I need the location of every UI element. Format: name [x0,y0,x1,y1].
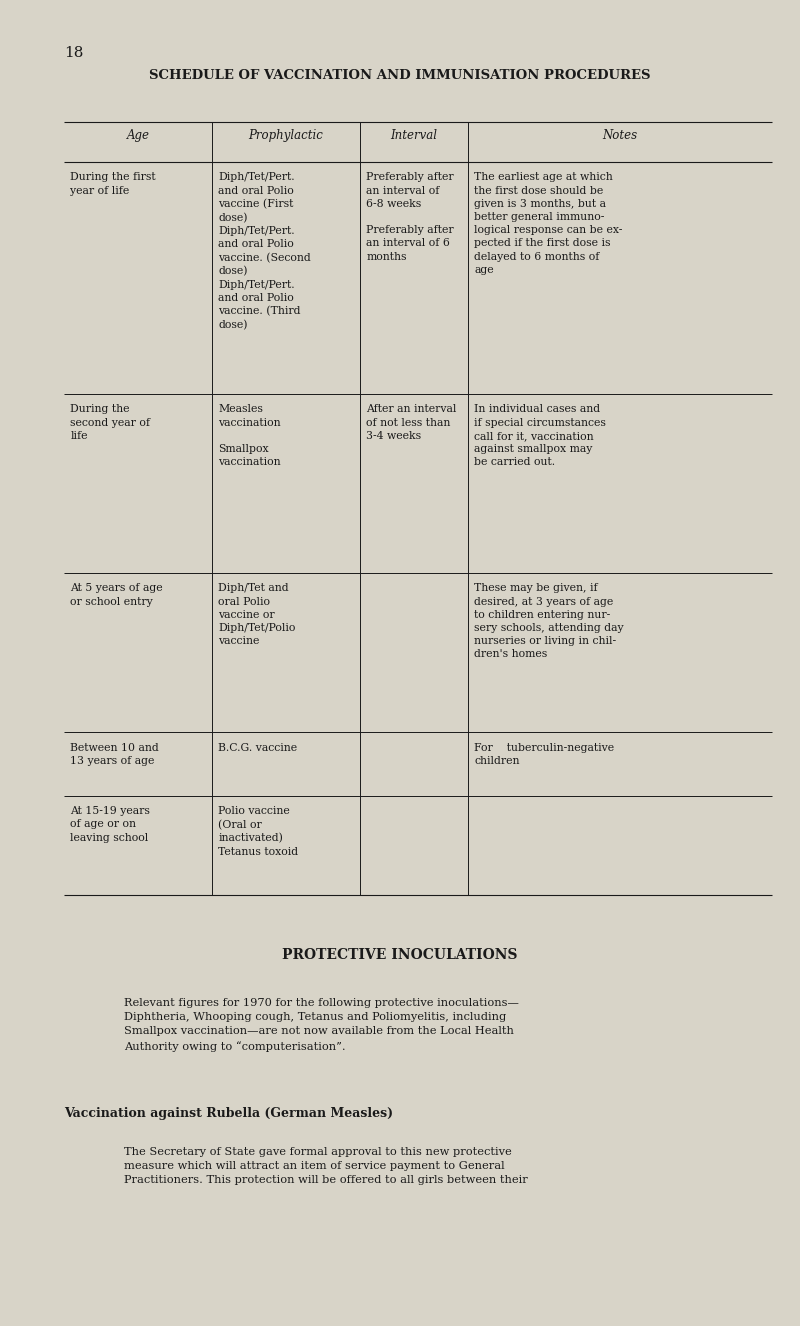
Text: Preferably after
an interval of
6-8 weeks

Preferably after
an interval of 6
mon: Preferably after an interval of 6-8 week… [366,172,454,261]
Text: B.C.G. vaccine: B.C.G. vaccine [218,743,298,753]
Text: During the first
year of life: During the first year of life [70,172,156,195]
Text: Interval: Interval [390,129,438,142]
Text: For    tuberculin-negative
children: For tuberculin-negative children [474,743,614,765]
Text: In individual cases and
if special circumstances
call for it, vaccination
agains: In individual cases and if special circu… [474,404,606,467]
Text: The Secretary of State gave formal approval to this new protective
measure which: The Secretary of State gave formal appro… [124,1147,528,1185]
Text: Prophylactic: Prophylactic [249,129,323,142]
Text: Age: Age [126,129,150,142]
Text: These may be given, if
desired, at 3 years of age
to children entering nur-
sery: These may be given, if desired, at 3 yea… [474,583,624,659]
Text: After an interval
of not less than
3-4 weeks: After an interval of not less than 3-4 w… [366,404,457,440]
Text: Diph/Tet and
oral Polio
vaccine or
Diph/Tet/Polio
vaccine: Diph/Tet and oral Polio vaccine or Diph/… [218,583,296,646]
Text: During the
second year of
life: During the second year of life [70,404,150,440]
Text: Between 10 and
13 years of age: Between 10 and 13 years of age [70,743,159,765]
Text: Relevant figures for 1970 for the following protective inoculations—
Diphtheria,: Relevant figures for 1970 for the follow… [124,998,519,1052]
Text: At 5 years of age
or school entry: At 5 years of age or school entry [70,583,163,606]
Text: The earliest age at which
the first dose should be
given is 3 months, but a
bett: The earliest age at which the first dose… [474,172,622,274]
Text: Measles
vaccination

Smallpox
vaccination: Measles vaccination Smallpox vaccination [218,404,281,467]
Text: SCHEDULE OF VACCINATION AND IMMUNISATION PROCEDURES: SCHEDULE OF VACCINATION AND IMMUNISATION… [150,69,650,82]
Text: Vaccination against Rubella (German Measles): Vaccination against Rubella (German Meas… [64,1107,393,1120]
Text: PROTECTIVE INOCULATIONS: PROTECTIVE INOCULATIONS [282,948,518,963]
Text: Polio vaccine
(Oral or
inactivated)
Tetanus toxoid: Polio vaccine (Oral or inactivated) Teta… [218,806,298,857]
Text: Diph/Tet/Pert.
and oral Polio
vaccine (First
dose)
Diph/Tet/Pert.
and oral Polio: Diph/Tet/Pert. and oral Polio vaccine (F… [218,172,311,330]
Text: Notes: Notes [602,129,638,142]
Text: At 15-19 years
of age or on
leaving school: At 15-19 years of age or on leaving scho… [70,806,150,842]
Text: 18: 18 [64,46,83,61]
